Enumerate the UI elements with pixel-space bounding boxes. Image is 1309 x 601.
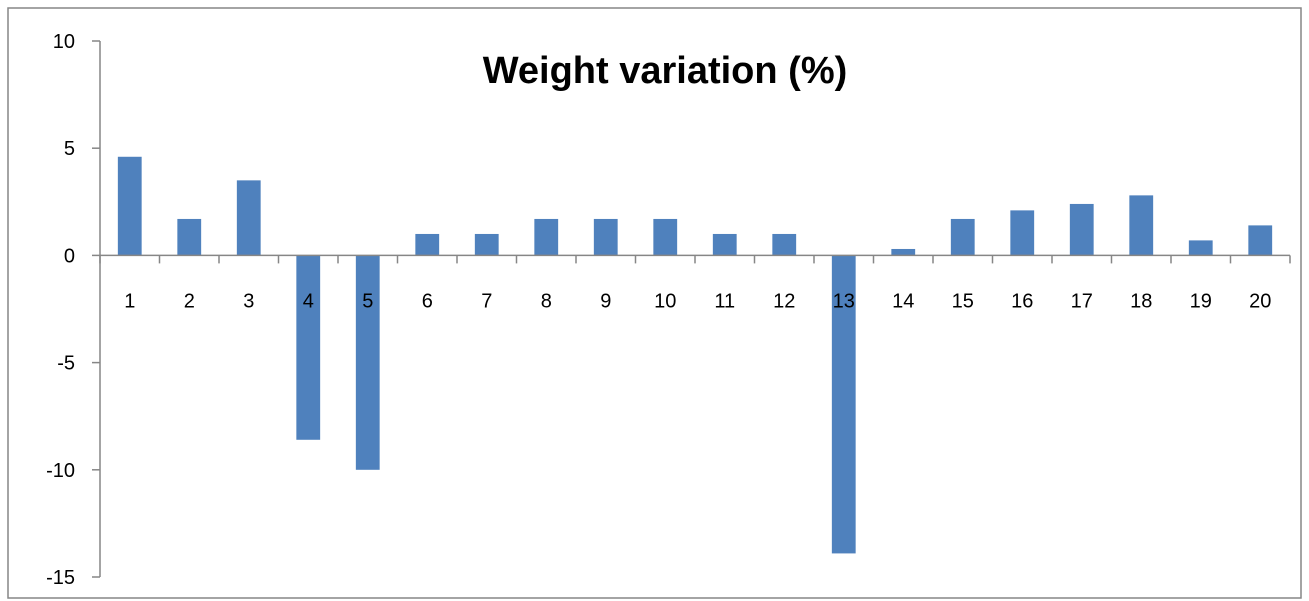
y-axis: 10 5 0 -5 -10 -15 — [46, 31, 101, 589]
bar-10 — [653, 218, 678, 256]
bar-16 — [1010, 210, 1035, 256]
bar-2 — [177, 218, 202, 256]
x-tick-label: 8 — [541, 290, 552, 312]
y-tick-label: 5 — [64, 138, 75, 160]
x-tick-label: 4 — [303, 290, 314, 312]
x-tick-label: 3 — [243, 290, 254, 312]
x-tick-label: 9 — [600, 290, 611, 312]
x-tick-label: 18 — [1130, 290, 1152, 312]
bar-4 — [296, 255, 321, 440]
x-tick-label: 7 — [481, 290, 492, 312]
bar-11 — [712, 233, 737, 256]
y-tick-label: -10 — [46, 460, 75, 482]
x-tick-label: 15 — [952, 290, 974, 312]
x-tick-label: 10 — [654, 290, 676, 312]
bar-13 — [831, 255, 856, 554]
x-tick-label: 16 — [1011, 290, 1033, 312]
bar-12 — [772, 233, 797, 256]
bar-5 — [355, 255, 380, 470]
bar-8 — [534, 218, 559, 256]
x-tick-label: 6 — [422, 290, 433, 312]
bar-17 — [1069, 203, 1094, 256]
x-tick-label: 1 — [124, 290, 135, 312]
bar-14 — [891, 248, 916, 256]
y-tick-label: -15 — [46, 567, 75, 589]
x-tick-label: 5 — [362, 290, 373, 312]
bar-7 — [474, 233, 499, 256]
x-tick-label: 12 — [773, 290, 795, 312]
y-tick-label: -5 — [57, 353, 75, 375]
y-tick-label: 0 — [64, 245, 75, 267]
x-tick-label: 13 — [833, 290, 855, 312]
chart-frame — [7, 7, 1302, 599]
bar-3 — [236, 180, 261, 256]
x-tick-label: 19 — [1190, 290, 1212, 312]
bar-15 — [950, 218, 975, 256]
bar-9 — [593, 218, 618, 256]
bar-20 — [1248, 225, 1273, 256]
bar-1 — [117, 156, 142, 256]
x-tick-label: 17 — [1071, 290, 1093, 312]
chart-title: Weight variation (%) — [483, 50, 848, 92]
bars — [117, 156, 1273, 554]
x-tick-label: 11 — [714, 290, 735, 312]
x-tick-label: 14 — [892, 290, 914, 312]
bar-19 — [1188, 240, 1213, 256]
y-tick-label: 10 — [53, 31, 75, 53]
x-tick-label: 20 — [1249, 290, 1271, 312]
x-axis: 1 2 3 4 5 6 7 8 9 10 11 12 13 14 15 16 17 18 19 20 — [99, 254, 1291, 312]
x-tick-label: 2 — [184, 290, 195, 312]
bar-6 — [415, 233, 440, 256]
bar-18 — [1129, 195, 1154, 256]
